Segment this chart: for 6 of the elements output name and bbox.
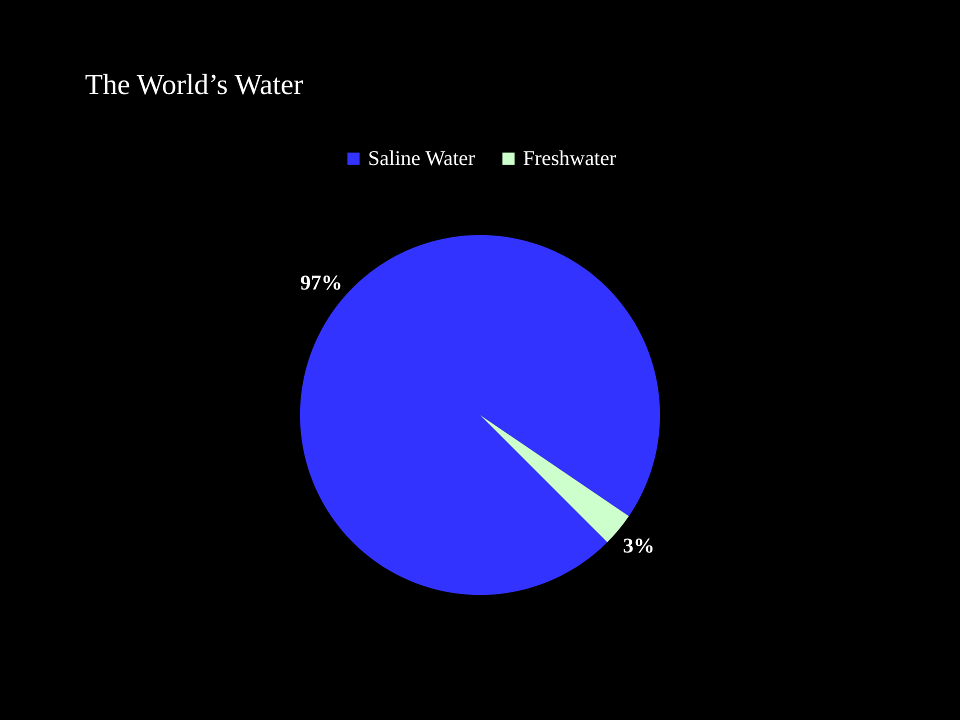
data-label: 97% xyxy=(300,270,342,295)
chart-title: The World’s Water xyxy=(85,69,304,101)
data-label: 3% xyxy=(622,533,654,558)
pie-slice xyxy=(300,235,660,595)
legend-label: Freshwater xyxy=(523,146,616,170)
legend-label: Saline Water xyxy=(368,146,475,170)
